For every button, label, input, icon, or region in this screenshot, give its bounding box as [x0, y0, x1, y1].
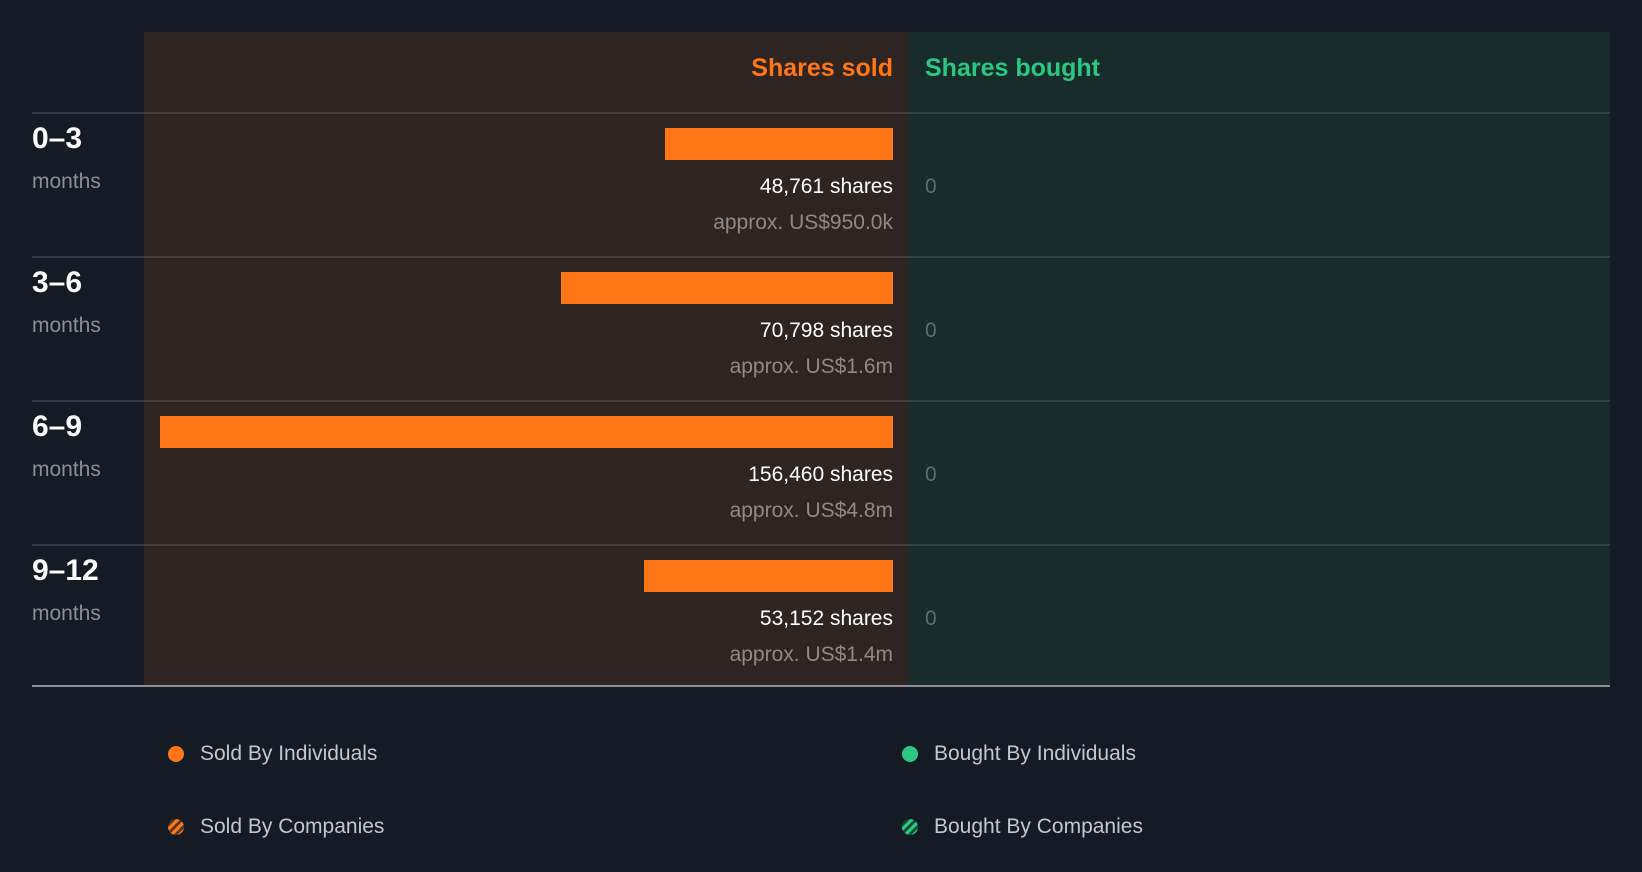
row-divider [32, 400, 1610, 402]
period-row: 9–12 months 53,152 shares approx. US$1.4… [0, 544, 1642, 688]
sold-approx-value: approx. US$1.4m [729, 643, 893, 666]
shares-bought-panel [909, 32, 1610, 687]
sold-bar[interactable] [561, 272, 893, 304]
legend-sold-companies[interactable]: Sold By Companies [168, 815, 384, 839]
bought-shares-value: 0 [925, 175, 937, 198]
period-label: 0–3 [32, 122, 83, 155]
legend-label: Sold By Companies [200, 815, 385, 838]
period-unit: months [32, 170, 101, 193]
sold-shares-value: 70,798 shares [759, 319, 893, 342]
legend-label: Bought By Individuals [934, 742, 1136, 765]
sold-bar[interactable] [664, 128, 893, 160]
period-label: 9–12 [32, 554, 99, 587]
chart-baseline [32, 685, 1610, 687]
row-divider [32, 256, 1610, 258]
bought-shares-value: 0 [925, 319, 937, 342]
shares-bought-header: Shares bought [925, 54, 1101, 82]
legend-bought-companies[interactable]: Bought By Companies [902, 815, 1143, 839]
period-row: 0–3 months 48,761 shares approx. US$950.… [0, 112, 1642, 256]
row-divider [32, 544, 1610, 546]
period-row: 3–6 months 70,798 shares approx. US$1.6m… [0, 256, 1642, 400]
row-divider [32, 112, 1610, 114]
legend-sold-individuals[interactable]: Sold By Individuals [168, 742, 377, 766]
period-unit: months [32, 314, 101, 337]
sold-approx-value: approx. US$4.8m [729, 499, 893, 522]
shares-sold-header: Shares sold [751, 54, 893, 82]
sold-approx-value: approx. US$1.6m [729, 355, 893, 378]
orange-striped-dot-icon [168, 819, 184, 835]
legend-bought-individuals[interactable]: Bought By Individuals [902, 742, 1136, 766]
period-row: 6–9 months 156,460 shares approx. US$4.8… [0, 400, 1642, 544]
period-label: 3–6 [32, 266, 83, 299]
bought-shares-value: 0 [925, 607, 937, 630]
green-dot-icon [902, 746, 918, 762]
green-striped-dot-icon [902, 819, 918, 835]
legend-label: Bought By Companies [934, 815, 1143, 838]
legend-label: Sold By Individuals [200, 742, 378, 765]
period-unit: months [32, 602, 101, 625]
sold-approx-value: approx. US$950.0k [713, 211, 893, 234]
bought-shares-value: 0 [925, 463, 937, 486]
sold-bar[interactable] [160, 416, 893, 448]
sold-shares-value: 48,761 shares [759, 175, 893, 198]
period-unit: months [32, 458, 101, 481]
orange-dot-icon [168, 746, 184, 762]
period-label: 6–9 [32, 410, 83, 443]
sold-shares-value: 156,460 shares [748, 463, 893, 486]
sold-shares-value: 53,152 shares [759, 607, 893, 630]
sold-bar[interactable] [644, 560, 893, 592]
